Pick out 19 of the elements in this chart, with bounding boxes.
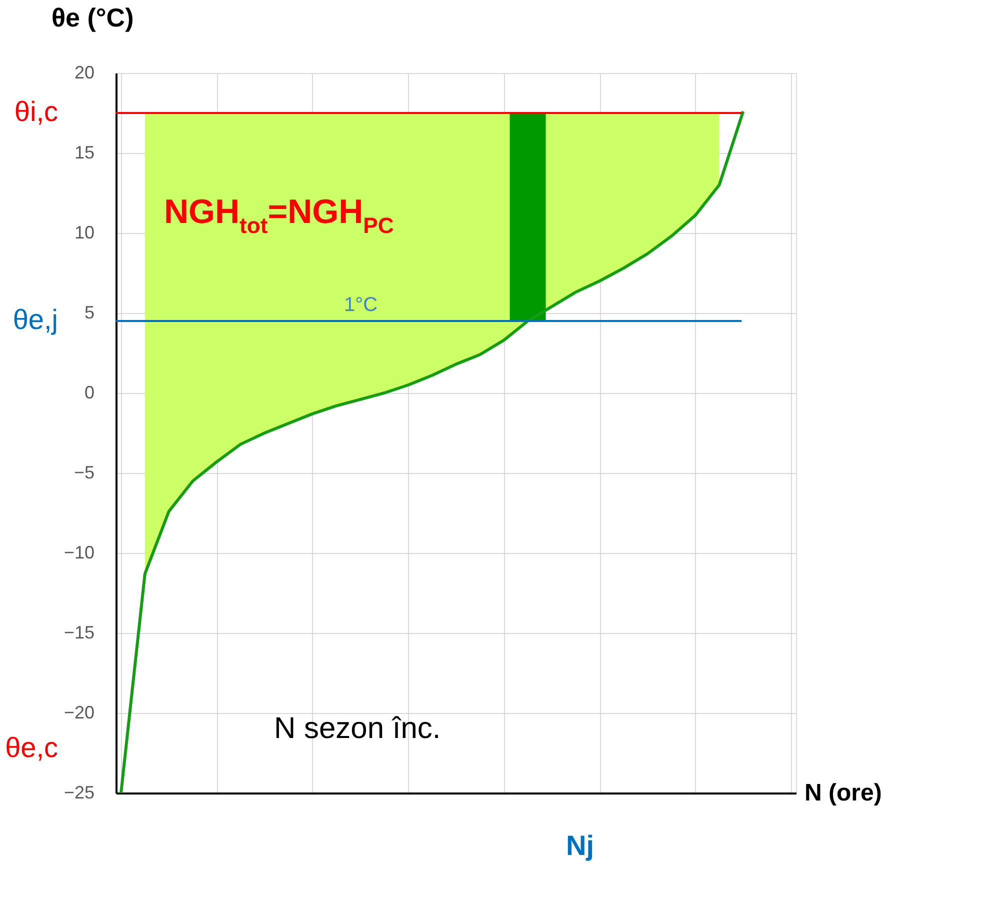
y-tick-label: −15 [64,622,94,642]
y-tick-label: −25 [64,782,94,802]
annotation: 1°C [344,294,378,316]
y-tick-label: −10 [64,542,94,562]
y-tick-label: 20 [74,62,94,82]
line-series [120,110,745,794]
y-tick-label: −5 [74,462,94,482]
x-axis-title: N (ore) [804,780,882,806]
annotation: N sezon înc. [274,712,441,745]
text: θe,c [5,732,58,763]
y-tick-label: −20 [64,702,94,722]
y-tick-label: 5 [84,302,94,322]
ref-line-label: θe,j [12,304,58,335]
y-tick-label: 15 [74,142,94,162]
text: Nj [566,830,594,861]
y-tick-label: 0 [84,382,94,402]
y-axis-title: θe (°C) [52,2,134,32]
ref-line-label: θi,c [14,96,58,127]
y-tick-label: 10 [74,222,94,242]
